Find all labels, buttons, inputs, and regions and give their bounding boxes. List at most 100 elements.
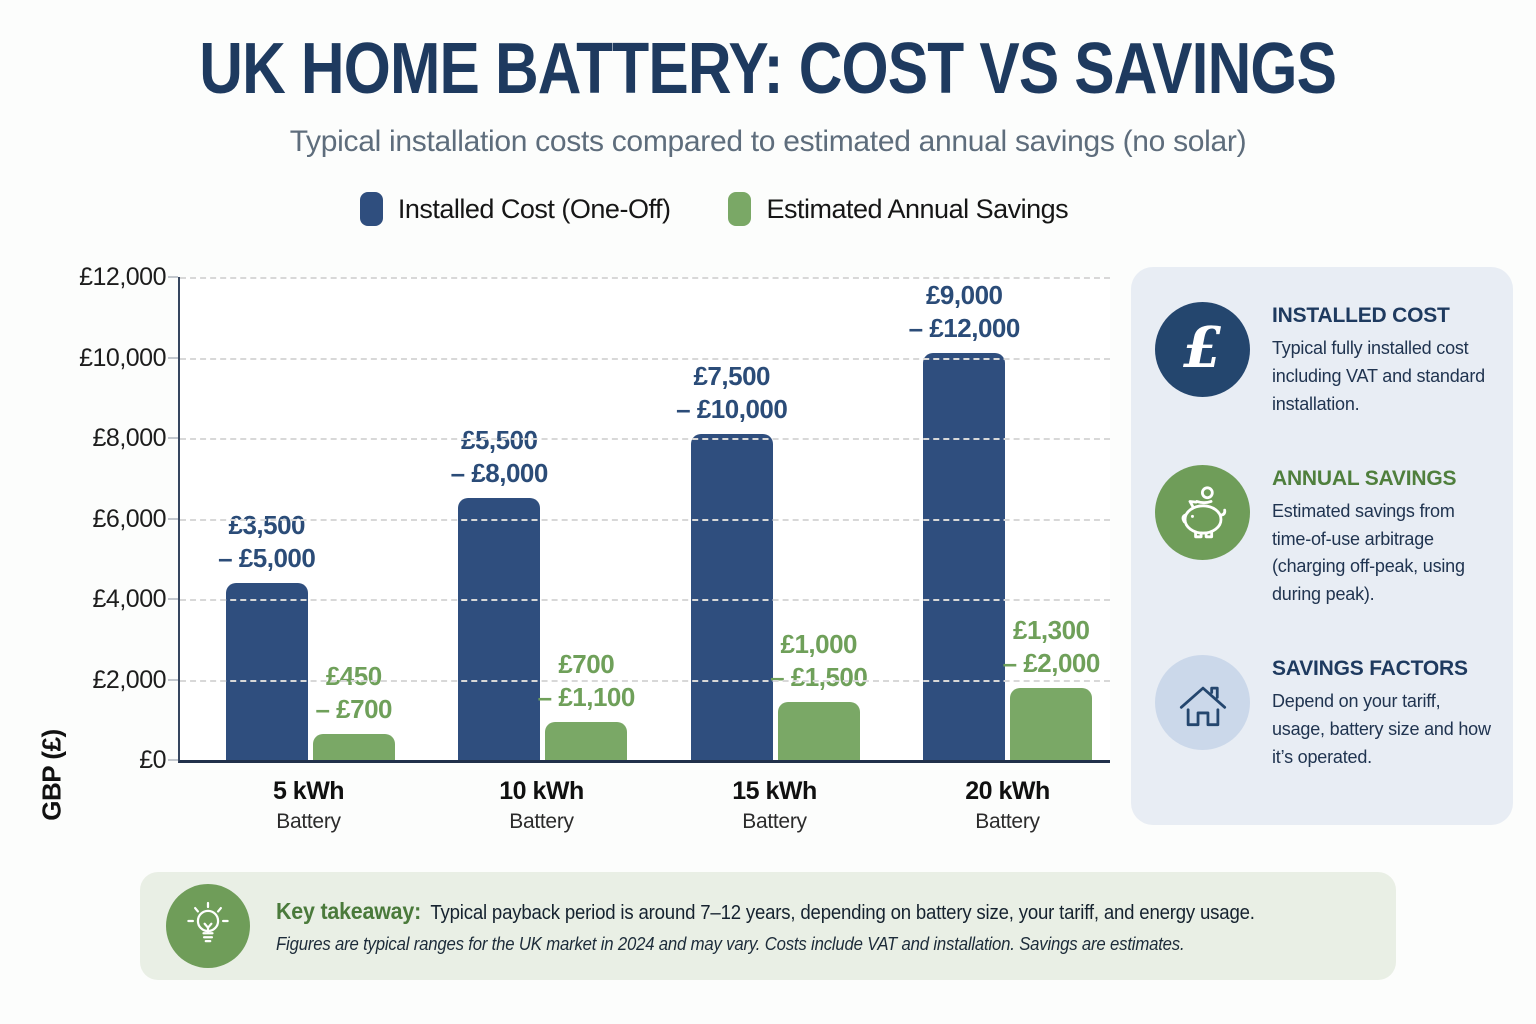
y-tick-label: £12,000 — [79, 263, 166, 291]
key-takeaway-text-block: Key takeaway: Typical payback period is a… — [276, 898, 1255, 955]
sidebar-item-heading: SAVINGS FACTORS — [1272, 657, 1468, 681]
lightbulb-icon — [187, 901, 229, 943]
piggy-bank-icon-circle — [1155, 464, 1250, 560]
range-high: – £10,000 — [676, 394, 788, 424]
annual-savings-bar: £450– £700 — [312, 661, 395, 760]
sidebar-item: ANNUAL SAVINGS Estimated savings from tim… — [1155, 464, 1493, 610]
house-icon-circle — [1155, 655, 1250, 751]
bar-range-label: £7,500– £10,000 — [676, 360, 788, 426]
legend-label: Estimated Annual Savings — [766, 193, 1069, 224]
range-low: £3,500 — [228, 510, 306, 540]
key-takeaway-body: Typical payback period is around 7–12 ye… — [430, 901, 1255, 924]
annual-savings-bar: £1,300– £2,000 — [1003, 615, 1100, 760]
gridline — [180, 277, 1110, 279]
range-high: – £1,500 — [770, 662, 868, 692]
axis-tick — [168, 437, 178, 439]
key-takeaway-label: Key takeaway: — [276, 897, 422, 924]
bar-group: £5,500– £8,000 £700– £1,100 — [427, 277, 660, 760]
legend-item: Estimated Annual Savings — [728, 192, 1069, 226]
battery-size: 20 kWh — [965, 777, 1050, 805]
page-subtitle: Typical installation costs compared to e… — [289, 125, 1247, 158]
battery-size: 5 kWh — [272, 777, 345, 805]
bar-range-label: £700– £1,100 — [537, 648, 636, 714]
bar-range-label: £3,500– £5,000 — [218, 509, 316, 575]
plot-area: £3,500– £5,000 £450– £700 £5,500– £8,000 £7… — [168, 276, 1110, 763]
y-tick-label: £2,000 — [92, 665, 167, 694]
pound-icon-circle: £ — [1155, 302, 1250, 397]
bar-range-label: £450– £700 — [315, 660, 392, 726]
lightbulb-icon-circle — [166, 884, 250, 968]
y-tick-label: £8,000 — [92, 424, 167, 452]
page-title: UK HOME BATTERY: COST VS SAVINGS — [0, 28, 1536, 110]
bar-range-label: £1,300– £2,000 — [1002, 614, 1101, 680]
range-low: £1,300 — [1012, 615, 1090, 645]
bar-group: £9,000– £12,000 £1,300– £2,000 — [892, 277, 1125, 760]
range-high: – £5,000 — [218, 543, 316, 573]
range-high: – £2,000 — [1002, 648, 1101, 678]
range-high: – £8,000 — [450, 458, 549, 488]
legend-item: Installed Cost (One-Off) — [359, 192, 671, 226]
footer-disclaimer: Figures are typical ranges for the UK ma… — [276, 933, 1185, 954]
sidebar-item-body: Typical fully installed cost including V… — [1272, 338, 1485, 414]
bar-group: £3,500– £5,000 £450– £700 — [194, 277, 427, 760]
range-high: – £700 — [315, 694, 393, 724]
key-takeaway-line: Key takeaway: Typical payback period is a… — [276, 898, 1255, 925]
x-axis-labels: 5 kWh Battery 10 kWh Battery 15 kWh Battery 20… — [192, 777, 1124, 834]
info-sidebar: £ INSTALLED COST Typical fully installed c… — [1131, 267, 1513, 825]
key-takeaway-banner: Key takeaway: Typical payback period is a… — [140, 872, 1396, 980]
gridline — [180, 357, 1110, 360]
bar-range-label: £5,500– £8,000 — [450, 424, 549, 490]
axis-tick — [168, 356, 178, 359]
sidebar-item-heading: ANNUAL SAVINGS — [1272, 466, 1457, 490]
battery-word: Battery — [742, 810, 807, 833]
axis-tick — [168, 678, 178, 681]
sidebar-item-text: INSTALLED COST Typical fully installed co… — [1272, 302, 1493, 419]
sidebar-item-text: SAVINGS FACTORS Depend on your tariff, us… — [1272, 655, 1493, 772]
sidebar-item-body: Estimated savings from time-of-use arbit… — [1272, 500, 1465, 605]
gridline — [180, 679, 1110, 682]
x-tick-label: 5 kWh Battery — [192, 777, 425, 834]
house-icon — [1179, 686, 1226, 726]
x-tick-label: 15 kWh Battery — [658, 777, 891, 834]
axis-tick — [168, 276, 178, 278]
range-low: £9,000 — [925, 280, 1003, 310]
gridline — [180, 438, 1110, 440]
legend-label: Installed Cost (One-Off) — [397, 193, 671, 224]
sidebar-item-body: Depend on your tariff, usage, battery si… — [1272, 691, 1491, 768]
chart-legend: Installed Cost (One-Off) Estimated Annual… — [254, 192, 1174, 226]
bar-chart: GBP (£) £0 £2,000 £4,000 £6,000 £8,000 £10,00… — [0, 263, 1110, 821]
bar-groups: £3,500– £5,000 £450– £700 £5,500– £8,000 £7… — [194, 277, 1124, 760]
range-high: – £1,100 — [537, 682, 636, 712]
battery-word: Battery — [975, 810, 1040, 833]
annual-savings-bar: £700– £1,100 — [538, 649, 635, 760]
installed-cost-bar: £9,000– £12,000 — [909, 280, 1020, 760]
y-tick-label: £6,000 — [92, 504, 167, 533]
bar-group: £7,500– £10,000 £1,000– £1,500 — [659, 277, 892, 760]
axis-tick — [168, 598, 178, 600]
range-low: £700 — [558, 649, 615, 679]
range-high: – £12,000 — [908, 313, 1021, 343]
y-tick-label: £4,000 — [92, 585, 167, 613]
y-tick-label: £10,000 — [79, 343, 166, 372]
y-axis-labels: £0 £2,000 £4,000 £6,000 £8,000 £10,000 £12,000 — [0, 263, 167, 774]
bar-range-label: £1,000– £1,500 — [770, 628, 868, 694]
x-tick-label: 20 kWh Battery — [891, 777, 1124, 834]
bar-range-label: £9,000– £12,000 — [908, 279, 1021, 345]
legend-swatch — [359, 192, 383, 226]
installed-cost-bar: £5,500– £8,000 — [451, 425, 548, 760]
piggy-bank-icon — [1181, 486, 1226, 539]
sidebar-item: SAVINGS FACTORS Depend on your tariff, us… — [1155, 655, 1493, 772]
axis-tick — [168, 517, 178, 520]
x-tick-label: 10 kWh Battery — [425, 777, 658, 834]
installed-cost-bar: £3,500– £5,000 — [218, 510, 316, 760]
battery-size: 10 kWh — [499, 777, 584, 805]
range-low: £5,500 — [460, 425, 538, 455]
range-low: £450 — [325, 661, 382, 691]
sidebar-item: £ INSTALLED COST Typical fully installed c… — [1155, 302, 1493, 419]
battery-word: Battery — [509, 810, 574, 833]
range-low: £1,000 — [780, 629, 858, 659]
battery-size: 15 kWh — [732, 777, 817, 805]
range-low: £7,500 — [693, 361, 771, 391]
gridline — [180, 599, 1110, 601]
